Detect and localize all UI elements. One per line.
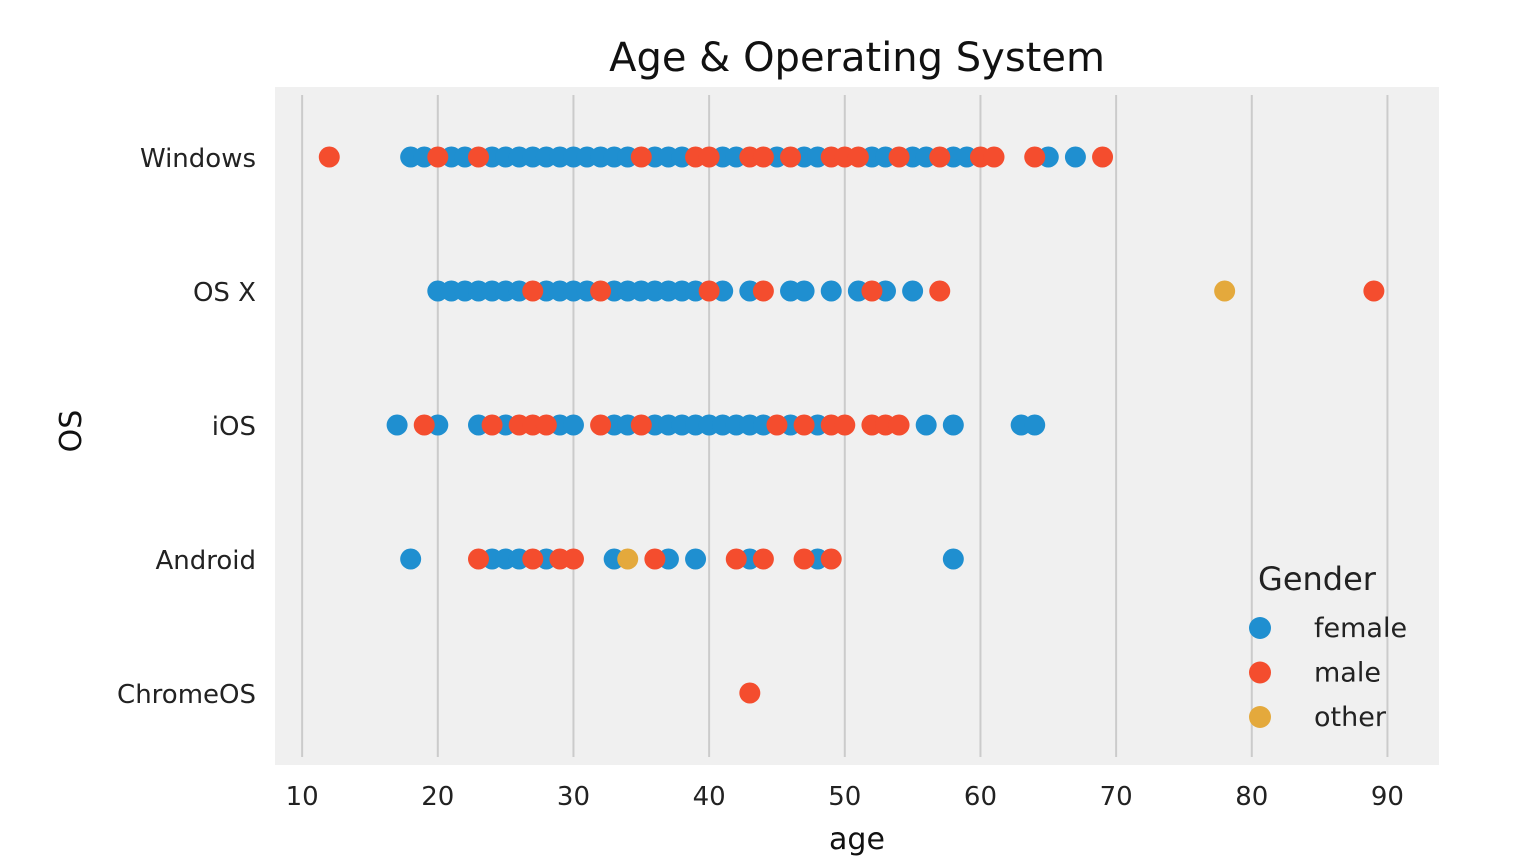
- point-male: [590, 280, 612, 302]
- y-axis-label: OS: [54, 410, 89, 453]
- point-male: [929, 146, 951, 168]
- point-female: [820, 280, 842, 302]
- x-tick-label-70: 70: [1100, 782, 1133, 812]
- point-male: [752, 146, 774, 168]
- point-male: [427, 146, 449, 168]
- y-tick-label-ios: iOS: [212, 412, 256, 442]
- point-male: [929, 280, 951, 302]
- y-tick-label-os-x: OS X: [193, 278, 256, 308]
- legend-marker-other: [1249, 706, 1271, 728]
- legend: Gender female male other: [1249, 560, 1407, 733]
- point-male: [1092, 146, 1114, 168]
- point-male: [413, 414, 435, 436]
- point-male: [766, 414, 788, 436]
- point-male: [888, 146, 910, 168]
- x-axis-label: age: [829, 822, 885, 857]
- x-tick-label-50: 50: [828, 782, 861, 812]
- point-female: [1024, 414, 1046, 436]
- point-male: [847, 146, 869, 168]
- legend-label-other: other: [1314, 702, 1387, 733]
- x-tick-label-80: 80: [1235, 782, 1268, 812]
- x-tick-label-30: 30: [557, 782, 590, 812]
- point-male: [725, 548, 747, 570]
- point-male: [752, 548, 774, 570]
- point-male: [630, 146, 652, 168]
- point-male: [1024, 146, 1046, 168]
- point-male: [888, 414, 910, 436]
- x-tick-label-20: 20: [421, 782, 454, 812]
- point-female: [902, 280, 924, 302]
- point-male: [834, 414, 856, 436]
- point-male: [481, 414, 503, 436]
- point-female: [562, 414, 584, 436]
- point-male: [793, 414, 815, 436]
- point-male: [983, 146, 1005, 168]
- y-tick-label-chromeos: ChromeOS: [117, 680, 256, 710]
- point-female: [386, 414, 408, 436]
- point-male: [820, 548, 842, 570]
- y-tick-label-android: Android: [155, 546, 256, 576]
- point-female: [915, 414, 937, 436]
- point-male: [861, 280, 883, 302]
- legend-marker-male: [1249, 661, 1271, 684]
- point-male: [1363, 280, 1385, 302]
- point-male: [318, 146, 340, 168]
- point-male: [522, 548, 544, 570]
- point-other: [1214, 280, 1236, 302]
- point-male: [467, 548, 489, 570]
- y-tick-labels: Windows OS X iOS Android ChromeOS: [117, 144, 256, 710]
- y-tick-label-windows: Windows: [140, 144, 256, 174]
- legend-marker-female: [1249, 617, 1271, 639]
- point-male: [522, 280, 544, 302]
- point-female: [685, 548, 707, 570]
- point-other: [617, 548, 639, 570]
- x-tick-label-90: 90: [1371, 782, 1404, 812]
- point-male: [630, 414, 652, 436]
- chart-title: Age & Operating System: [609, 35, 1105, 81]
- legend-label-male: male: [1314, 658, 1381, 689]
- point-male: [698, 146, 720, 168]
- point-male: [590, 414, 612, 436]
- point-male: [739, 682, 761, 704]
- x-tick-label-10: 10: [286, 782, 319, 812]
- point-male: [467, 146, 489, 168]
- point-female: [793, 280, 815, 302]
- point-male: [752, 280, 774, 302]
- point-male: [698, 280, 720, 302]
- point-male: [793, 548, 815, 570]
- legend-label-female: female: [1314, 613, 1407, 644]
- x-tick-labels: 10 20 30 40 50 60 70 80 90: [286, 782, 1404, 812]
- point-female: [942, 548, 964, 570]
- point-female: [1064, 146, 1086, 168]
- x-tick-label-60: 60: [964, 782, 997, 812]
- legend-title: Gender: [1258, 560, 1377, 598]
- point-male: [780, 146, 802, 168]
- scatter-points: [318, 146, 1385, 704]
- point-male: [562, 548, 584, 570]
- point-female: [942, 414, 964, 436]
- point-male: [644, 548, 666, 570]
- x-tick-label-40: 40: [693, 782, 726, 812]
- point-male: [535, 414, 557, 436]
- point-female: [400, 548, 422, 570]
